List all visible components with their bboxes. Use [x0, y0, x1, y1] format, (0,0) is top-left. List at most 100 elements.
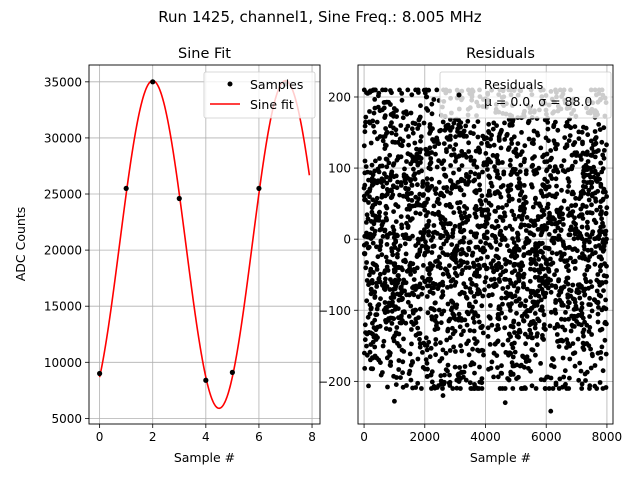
residual-point — [450, 325, 455, 331]
residual-point — [537, 283, 543, 289]
residual-point — [383, 126, 388, 131]
residual-point — [512, 293, 518, 299]
residual-point — [417, 211, 423, 217]
residual-point — [361, 143, 367, 149]
residual-point — [458, 343, 463, 349]
residual-point — [398, 214, 404, 220]
residual-point — [392, 398, 397, 404]
residual-point — [478, 199, 484, 204]
residual-point — [554, 332, 560, 337]
residual-point — [387, 327, 393, 332]
residual-point — [369, 226, 375, 232]
residual-point — [384, 191, 390, 197]
residual-point — [464, 181, 470, 187]
residual-point — [448, 133, 453, 139]
residual-point — [411, 292, 417, 298]
residual-point — [402, 241, 408, 247]
residual-point — [570, 163, 575, 169]
residual-point — [370, 197, 376, 203]
residual-point — [585, 247, 591, 253]
residual-point — [425, 266, 431, 271]
residual-point — [440, 347, 446, 353]
residual-point — [460, 220, 465, 226]
residual-point — [521, 271, 527, 277]
residual-point — [586, 343, 592, 348]
residual-point — [481, 263, 487, 268]
residual-point — [459, 348, 465, 354]
residual-point — [380, 343, 386, 349]
residual-point — [371, 110, 377, 116]
residual-point — [534, 302, 540, 308]
residual-point — [418, 103, 423, 109]
residual-point — [588, 279, 593, 285]
residual-point — [403, 251, 409, 257]
residual-point — [438, 320, 444, 326]
residual-point — [518, 204, 523, 210]
residual-point — [388, 88, 393, 93]
residual-point — [449, 242, 455, 248]
residual-point — [498, 265, 504, 270]
residual-point — [380, 184, 386, 190]
residual-point — [456, 205, 462, 211]
residual-point — [466, 311, 471, 317]
residual-point — [386, 300, 392, 306]
residual-point — [560, 239, 566, 245]
residual-point — [430, 244, 436, 249]
residual-point — [510, 236, 515, 242]
residual-point — [491, 142, 497, 148]
residual-point — [400, 370, 405, 376]
residual-point — [423, 357, 429, 362]
residual-point — [382, 310, 388, 315]
residual-point — [459, 271, 464, 277]
residual-point — [512, 249, 518, 255]
residual-point — [598, 262, 604, 268]
residual-point — [434, 164, 440, 170]
residual-point — [457, 365, 462, 370]
residual-point — [480, 323, 485, 329]
residual-point — [405, 299, 411, 305]
residual-point — [384, 131, 389, 136]
residual-point — [397, 243, 403, 249]
residual-point — [541, 325, 547, 331]
residual-point — [412, 269, 417, 274]
residual-point — [474, 164, 480, 170]
residual-point — [485, 334, 491, 339]
residual-point — [406, 203, 412, 208]
residual-point — [600, 220, 605, 226]
residual-point — [364, 278, 370, 283]
residual-point — [530, 204, 536, 210]
residual-point — [494, 247, 500, 252]
residual-point — [373, 333, 379, 339]
residual-point — [595, 311, 601, 317]
residual-point — [525, 238, 531, 243]
residual-point — [486, 158, 492, 163]
residual-point — [603, 351, 609, 357]
residual-point — [444, 147, 449, 152]
residual-point — [549, 250, 555, 256]
residual-point — [472, 211, 478, 217]
residual-point — [588, 138, 594, 144]
residual-point — [363, 119, 368, 125]
residual-point — [389, 130, 395, 136]
residual-point — [537, 249, 543, 255]
residual-point — [393, 219, 399, 225]
residual-point — [603, 228, 609, 234]
residual-point — [416, 315, 421, 320]
residual-point — [391, 125, 396, 131]
residual-point — [438, 373, 444, 379]
residual-point — [589, 332, 594, 337]
residual-point — [506, 198, 512, 204]
residual-point — [483, 275, 489, 280]
residual-point — [599, 216, 604, 222]
residual-point — [594, 288, 600, 294]
residual-point — [427, 354, 433, 360]
residual-point — [571, 236, 577, 242]
residual-point — [384, 174, 389, 180]
residual-point — [460, 152, 466, 158]
residual-point — [458, 251, 464, 257]
residual-point — [507, 162, 513, 168]
residual-point — [406, 186, 411, 192]
residual-point — [437, 128, 442, 134]
residual-point — [572, 324, 577, 329]
residual-point — [565, 304, 571, 310]
